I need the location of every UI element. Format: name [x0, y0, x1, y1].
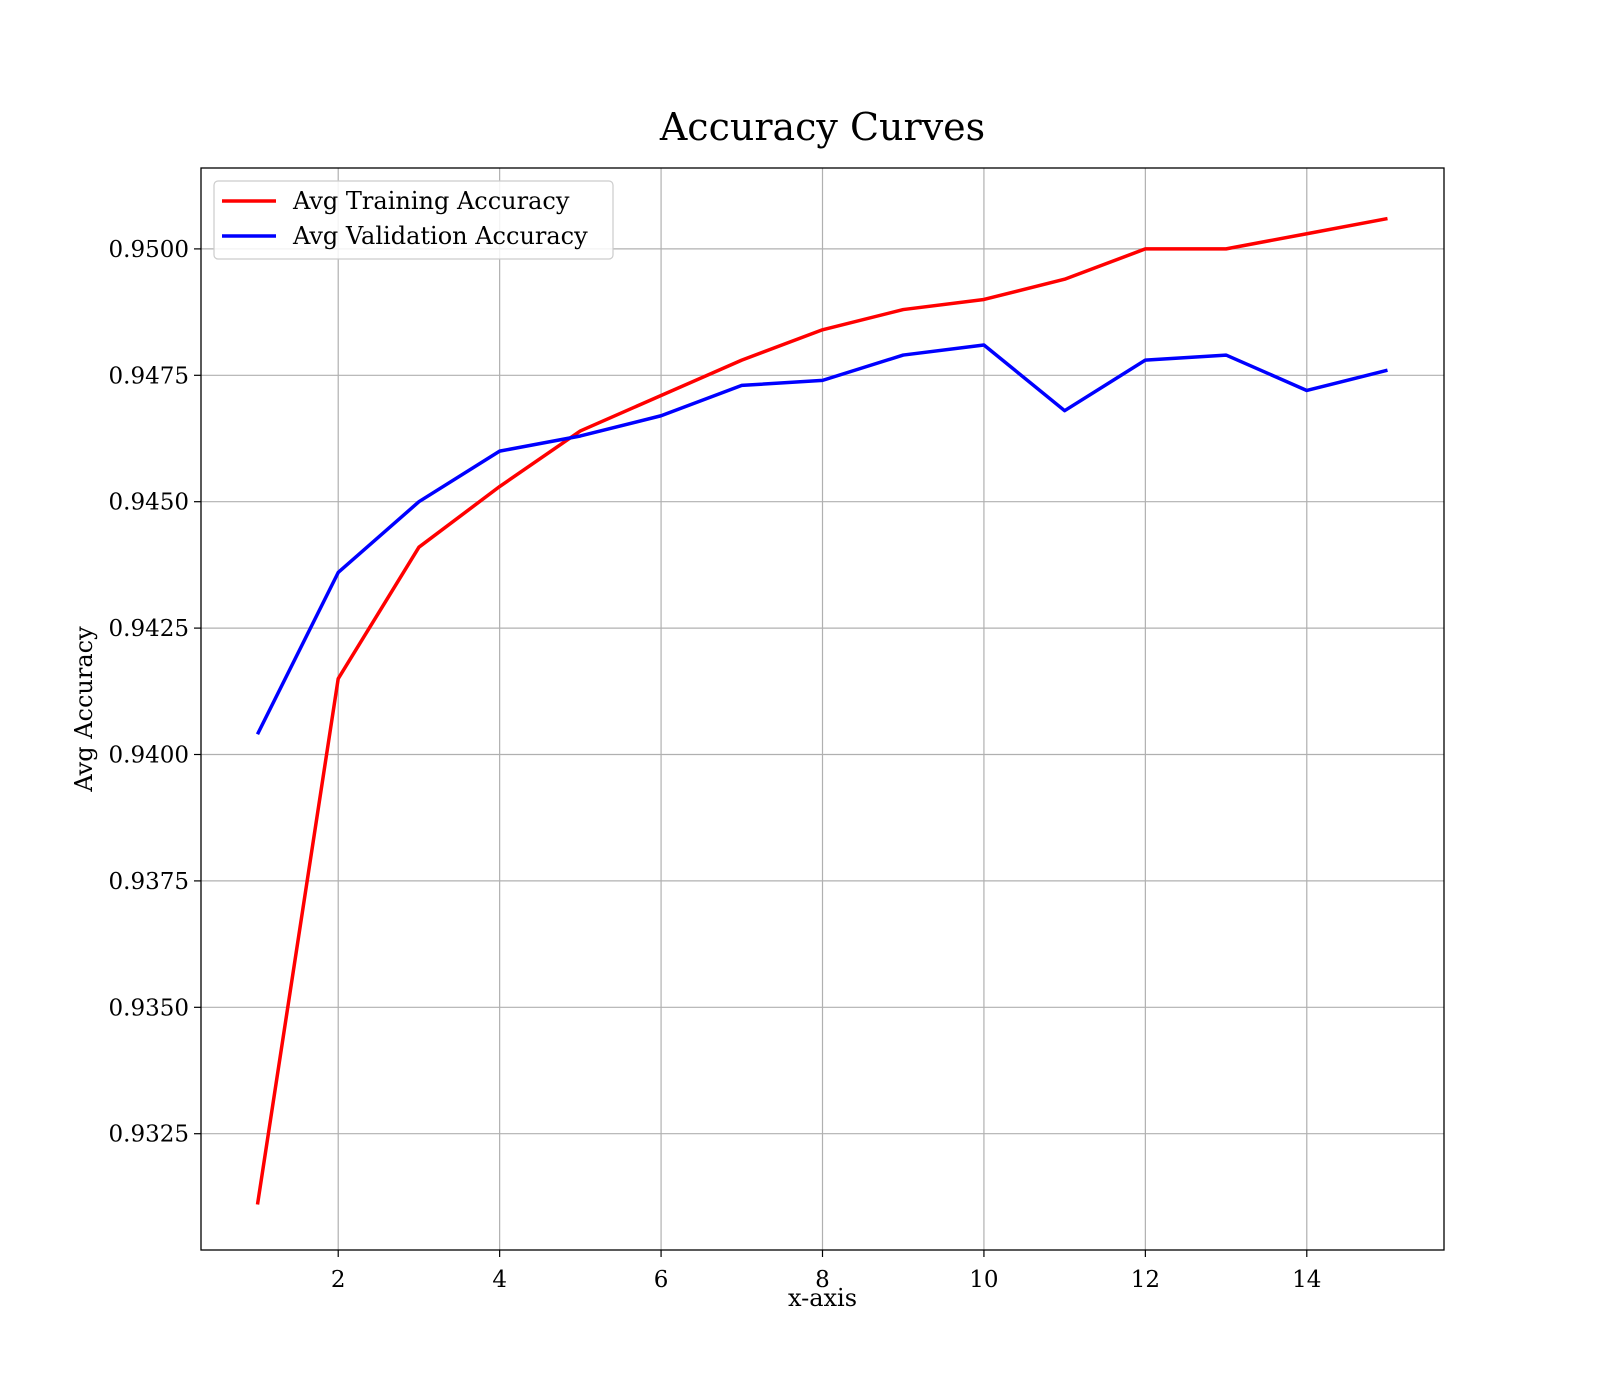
x-tick-label: 2	[331, 1267, 346, 1293]
y-tick-label: 0.9400	[109, 743, 189, 769]
series-line-training	[255, 216, 1388, 1205]
x-tick-label: 6	[654, 1267, 669, 1293]
series-lines	[255, 216, 1388, 1205]
x-tick-label: 8	[815, 1267, 830, 1293]
x-tick-label: 12	[1131, 1267, 1160, 1293]
y-tick-label: 0.9450	[109, 490, 189, 516]
x-tick-label: 10	[969, 1267, 998, 1293]
legend: Avg Training Accuracy Avg Validation Accu…	[213, 180, 614, 260]
y-tick-label: 0.9475	[109, 363, 189, 389]
x-tick-label: 4	[492, 1267, 507, 1293]
y-axis-label: Avg Accuracy	[70, 626, 98, 793]
legend-label: Avg Training Accuracy	[292, 187, 570, 215]
grid	[201, 168, 1444, 1250]
y-tick-label: 0.9375	[109, 869, 189, 895]
y-tick-label: 0.9325	[109, 1122, 189, 1148]
y-tick-label: 0.9425	[109, 616, 189, 642]
x-tick-label: 14	[1292, 1267, 1321, 1293]
series-line-validation	[255, 343, 1388, 736]
y-tick-label: 0.9500	[109, 237, 189, 263]
axis-ticks: 2 4 6 8 10 12 14 0.9325 0.9350 0.9375 0.9400 0.9425…	[109, 237, 1322, 1293]
chart-title: Accuracy Curves	[659, 105, 985, 149]
legend-label: Avg Validation Accuracy	[292, 222, 588, 250]
y-tick-label: 0.9350	[109, 995, 189, 1021]
x-axis-label: x-axis	[788, 1284, 857, 1312]
legend-box	[213, 180, 614, 260]
